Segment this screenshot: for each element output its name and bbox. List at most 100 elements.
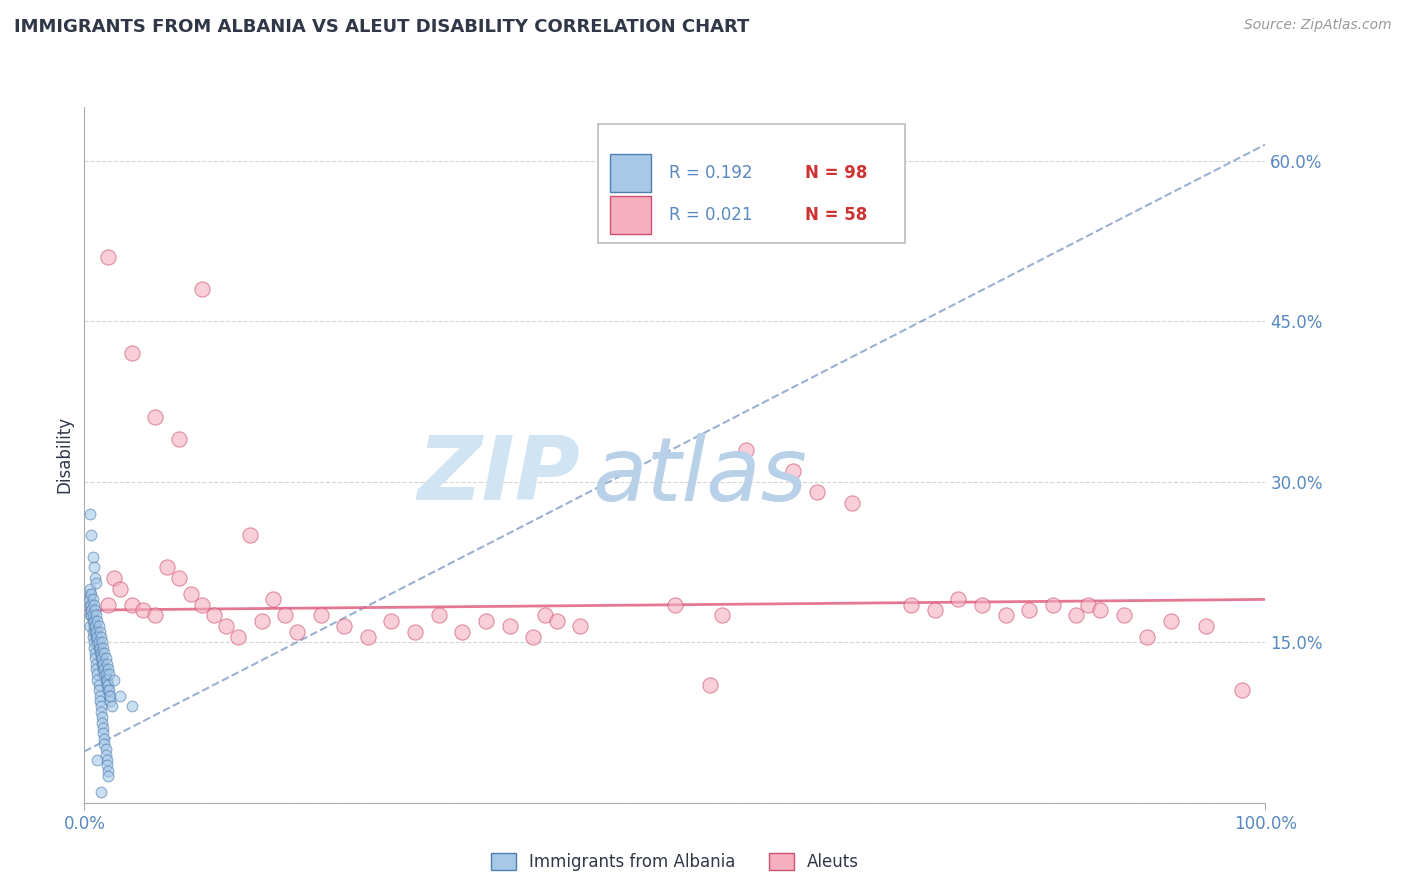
FancyBboxPatch shape	[598, 124, 905, 243]
Point	[191, 598, 214, 612]
Point	[1018, 603, 1040, 617]
Point	[97, 662, 120, 676]
Point	[333, 619, 356, 633]
Point	[91, 657, 114, 671]
Point	[80, 598, 103, 612]
Point	[82, 630, 104, 644]
Point	[475, 614, 498, 628]
Point	[91, 710, 114, 724]
Point	[80, 603, 103, 617]
Point	[86, 753, 108, 767]
Point	[82, 549, 104, 564]
Point	[841, 496, 863, 510]
Point	[83, 640, 105, 655]
Point	[948, 592, 970, 607]
Point	[93, 662, 115, 676]
Point	[1230, 683, 1253, 698]
Point	[451, 624, 474, 639]
Point	[103, 571, 125, 585]
Point	[98, 683, 121, 698]
Point	[309, 608, 332, 623]
Point	[97, 769, 120, 783]
Point	[97, 250, 120, 264]
Point	[121, 346, 143, 360]
Text: atlas: atlas	[592, 433, 807, 519]
Point	[83, 614, 105, 628]
Point	[91, 651, 114, 665]
Point	[262, 592, 284, 607]
Point	[90, 705, 112, 719]
Point	[357, 630, 380, 644]
Point	[97, 598, 120, 612]
Point	[782, 464, 804, 478]
Point	[84, 651, 107, 665]
Point	[79, 608, 101, 623]
Point	[143, 608, 166, 623]
Point	[79, 507, 101, 521]
Point	[91, 640, 114, 655]
Point	[80, 528, 103, 542]
Text: R = 0.021: R = 0.021	[669, 206, 752, 224]
Point	[121, 598, 143, 612]
Point	[93, 737, 115, 751]
Point	[84, 576, 107, 591]
Point	[87, 683, 110, 698]
Text: N = 98: N = 98	[804, 164, 868, 182]
Point	[1195, 619, 1218, 633]
Point	[83, 598, 105, 612]
Point	[1160, 614, 1182, 628]
Point	[90, 699, 112, 714]
Point	[94, 667, 117, 681]
Point	[121, 699, 143, 714]
Point	[167, 432, 190, 446]
Point	[79, 582, 101, 596]
Bar	[610, 195, 651, 234]
Point	[664, 598, 686, 612]
Point	[82, 592, 104, 607]
Legend: Immigrants from Albania, Aleuts: Immigrants from Albania, Aleuts	[484, 847, 866, 878]
Point	[84, 657, 107, 671]
Point	[546, 614, 568, 628]
Point	[86, 630, 108, 644]
Point	[900, 598, 922, 612]
Point	[91, 635, 114, 649]
Point	[994, 608, 1017, 623]
Point	[250, 614, 273, 628]
Point	[79, 619, 101, 633]
Point	[91, 726, 114, 740]
Point	[84, 619, 107, 633]
Text: Source: ZipAtlas.com: Source: ZipAtlas.com	[1244, 18, 1392, 32]
Point	[167, 571, 190, 585]
Text: IMMIGRANTS FROM ALBANIA VS ALEUT DISABILITY CORRELATION CHART: IMMIGRANTS FROM ALBANIA VS ALEUT DISABIL…	[14, 18, 749, 36]
Point	[86, 614, 108, 628]
Point	[97, 764, 120, 778]
Point	[970, 598, 993, 612]
Point	[806, 485, 828, 500]
Point	[103, 673, 125, 687]
Point	[1112, 608, 1135, 623]
Point	[94, 747, 117, 762]
Point	[93, 646, 115, 660]
Point	[82, 614, 104, 628]
Bar	[610, 154, 651, 193]
Text: N = 58: N = 58	[804, 206, 868, 224]
Point	[98, 667, 121, 681]
Point	[97, 678, 120, 692]
Point	[274, 608, 297, 623]
Point	[89, 624, 111, 639]
Point	[1042, 598, 1064, 612]
Point	[91, 662, 114, 676]
Point	[89, 694, 111, 708]
Point	[83, 560, 105, 574]
Point	[711, 608, 734, 623]
Point	[91, 657, 114, 671]
Point	[80, 608, 103, 623]
Point	[132, 603, 155, 617]
Point	[80, 587, 103, 601]
Point	[98, 689, 121, 703]
Text: R = 0.192: R = 0.192	[669, 164, 752, 182]
Point	[108, 582, 131, 596]
Point	[734, 442, 756, 457]
Point	[84, 624, 107, 639]
Point	[96, 678, 118, 692]
